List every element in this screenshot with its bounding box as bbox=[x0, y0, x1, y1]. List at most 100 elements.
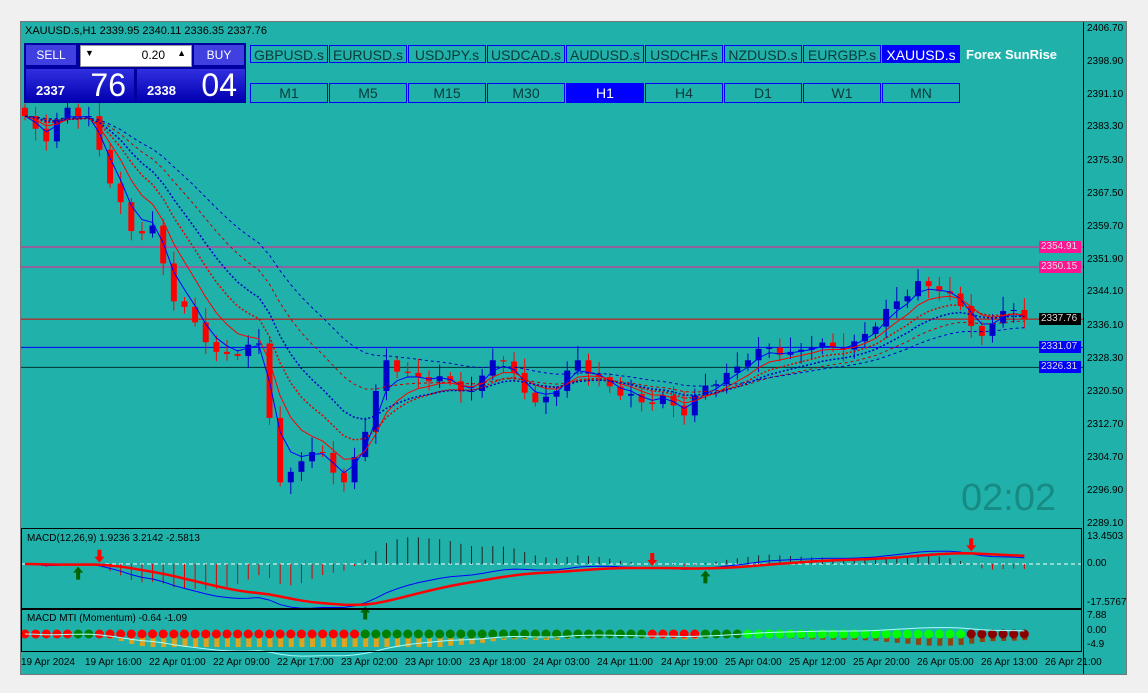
candle bbox=[213, 342, 220, 352]
timeframe-tab-w1[interactable]: W1 bbox=[803, 83, 881, 103]
candle bbox=[181, 301, 188, 307]
mti-bar bbox=[299, 635, 305, 647]
symbol-button-nzdusds[interactable]: NZDUSD.s bbox=[724, 45, 802, 63]
mti-dot bbox=[275, 629, 285, 639]
buy-button[interactable]: BUY bbox=[194, 45, 244, 65]
candle bbox=[511, 361, 518, 373]
symbol-button-xauusds[interactable]: XAUUSD.s bbox=[882, 45, 960, 63]
timeframe-tab-h1[interactable]: H1 bbox=[566, 83, 644, 103]
lot-increase-icon[interactable]: ▲ bbox=[177, 48, 186, 58]
timeframe-tab-mn[interactable]: MN bbox=[882, 83, 960, 103]
candle bbox=[606, 377, 613, 387]
price-level-tag: 2350.15 bbox=[1039, 261, 1081, 274]
mti-bar bbox=[916, 635, 922, 645]
symbol-button-gbpusds[interactable]: GBPUSD.s bbox=[250, 45, 328, 63]
lot-decrease-icon[interactable]: ▼ bbox=[85, 48, 94, 58]
candle bbox=[808, 347, 815, 350]
mti-bar bbox=[320, 635, 326, 647]
candle bbox=[542, 396, 549, 403]
mti-dot bbox=[296, 629, 306, 639]
timeframe-tab-m1[interactable]: M1 bbox=[250, 83, 328, 103]
mti-dot bbox=[116, 629, 126, 639]
mti-dot bbox=[987, 629, 997, 639]
macd-label: MACD(12,26,9) 1.9236 3.2142 -2.5813 bbox=[27, 533, 200, 544]
mti-dot bbox=[615, 629, 625, 639]
sell-button[interactable]: SELL bbox=[26, 45, 76, 65]
time-tick: 23 Apr 18:00 bbox=[469, 657, 526, 668]
timeframe-tab-d1[interactable]: D1 bbox=[724, 83, 802, 103]
mti-bar bbox=[246, 635, 252, 647]
time-tick: 22 Apr 01:00 bbox=[149, 657, 206, 668]
candle bbox=[447, 376, 454, 382]
lot-size-input[interactable]: ▼ 0.20 ▲ bbox=[80, 45, 192, 67]
mti-bar bbox=[427, 635, 432, 647]
price-tick: 2296.90 bbox=[1087, 485, 1124, 497]
mti-dot bbox=[286, 629, 296, 639]
price-level-tag: 2337.76 bbox=[1039, 313, 1081, 326]
mti-bar bbox=[416, 635, 422, 647]
symbol-button-usdjpys[interactable]: USDJPY.s bbox=[408, 45, 486, 63]
mti-dot bbox=[1009, 629, 1019, 639]
mti-dot bbox=[839, 629, 849, 639]
mti-dot bbox=[360, 629, 370, 639]
price-tick: 2320.50 bbox=[1087, 385, 1124, 397]
symbol-button-eurgbps[interactable]: EURGBP.s bbox=[803, 45, 881, 63]
candle bbox=[532, 392, 539, 403]
mti-dot bbox=[201, 629, 211, 639]
mti-tick: -4.9 bbox=[1087, 639, 1105, 650]
candle bbox=[904, 296, 911, 302]
candle bbox=[521, 372, 528, 393]
symbol-button-eurusds[interactable]: EURUSD.s bbox=[329, 45, 407, 63]
sell-arrow-icon bbox=[966, 538, 977, 552]
mti-dot bbox=[860, 629, 870, 639]
time-tick: 24 Apr 11:00 bbox=[597, 657, 653, 668]
timeframe-tab-m30[interactable]: M30 bbox=[487, 83, 565, 103]
mti-bar bbox=[161, 635, 167, 647]
price-level-tag: 2354.91 bbox=[1039, 240, 1081, 253]
symbol-button-audusds[interactable]: AUDUSD.s bbox=[566, 45, 644, 63]
time-tick: 25 Apr 20:00 bbox=[853, 657, 910, 668]
mti-bar bbox=[405, 635, 411, 647]
mti-dot bbox=[934, 629, 944, 639]
brand-label: Forex SunRise bbox=[966, 47, 1058, 62]
candle bbox=[734, 366, 741, 373]
buy-arrow-icon bbox=[73, 566, 84, 580]
timeframe-tab-m15[interactable]: M15 bbox=[408, 83, 486, 103]
moving-average-line bbox=[24, 115, 1025, 387]
time-tick: 22 Apr 09:00 bbox=[213, 657, 270, 668]
candle bbox=[617, 386, 624, 396]
candle bbox=[415, 372, 422, 378]
ask-price[interactable]: 2338 04 bbox=[137, 67, 245, 103]
timeframe-tab-h4[interactable]: H4 bbox=[645, 83, 723, 103]
mti-dot bbox=[169, 629, 179, 639]
candle bbox=[234, 353, 241, 357]
bid-price[interactable]: 2337 76 bbox=[26, 67, 134, 103]
time-tick: 23 Apr 10:00 bbox=[405, 657, 462, 668]
price-chart[interactable] bbox=[21, 22, 1084, 674]
bid-main: 2337 bbox=[36, 83, 65, 98]
mti-bar bbox=[235, 635, 241, 647]
mti-dot bbox=[94, 629, 104, 639]
price-tick: 2344.10 bbox=[1087, 286, 1124, 298]
candle bbox=[723, 372, 730, 385]
candle bbox=[883, 308, 890, 327]
mti-bar bbox=[958, 635, 964, 645]
macd-tick: 13.4503 bbox=[1087, 531, 1124, 542]
moving-average-line bbox=[24, 115, 1025, 460]
time-tick: 22 Apr 17:00 bbox=[277, 657, 334, 668]
time-tick: 19 Apr 2024 bbox=[21, 657, 75, 668]
timeframe-tab-m5[interactable]: M5 bbox=[329, 83, 407, 103]
mti-dot bbox=[881, 629, 891, 639]
candle bbox=[170, 263, 177, 302]
mti-dot bbox=[435, 629, 445, 639]
mti-dot bbox=[764, 629, 774, 639]
lot-value: 0.20 bbox=[141, 48, 165, 62]
candle bbox=[755, 348, 762, 361]
chart-window[interactable]: XAUUSD.s,H1 2339.95 2340.11 2336.35 2337… bbox=[20, 21, 1127, 675]
price-tick: 2351.90 bbox=[1087, 253, 1124, 265]
symbol-button-usdcads[interactable]: USDCAD.s bbox=[487, 45, 565, 63]
mti-dot bbox=[190, 629, 200, 639]
macd-tick: -17.5767 bbox=[1087, 597, 1127, 608]
symbol-button-usdchfs[interactable]: USDCHF.s bbox=[645, 45, 723, 63]
candle bbox=[394, 360, 401, 372]
